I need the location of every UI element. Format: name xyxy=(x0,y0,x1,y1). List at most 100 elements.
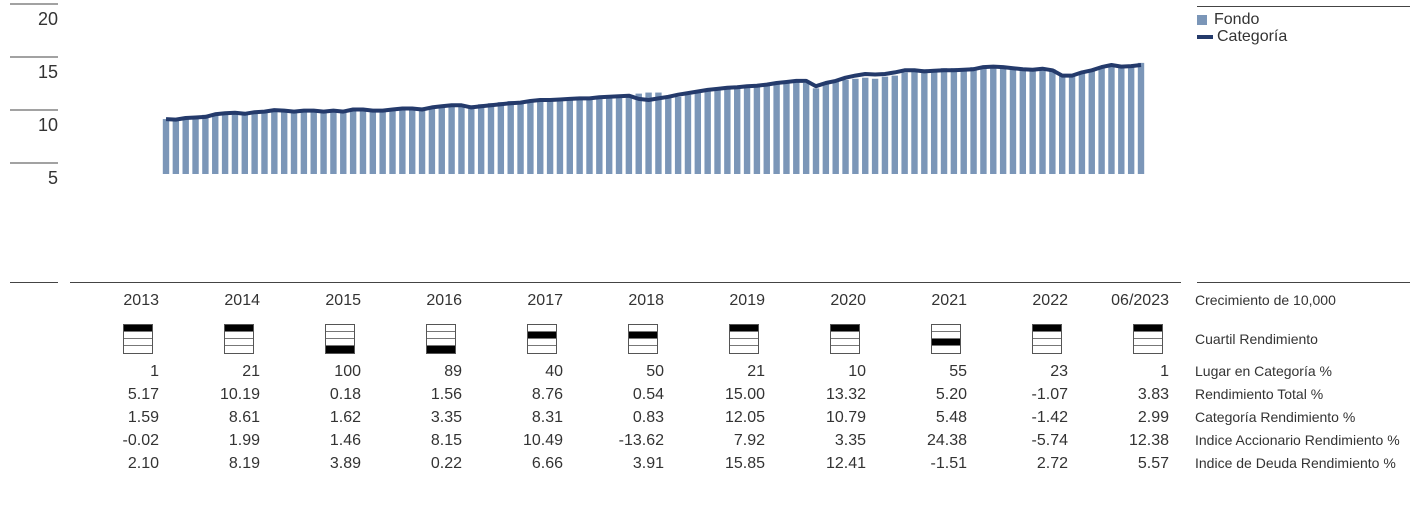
fund-bar xyxy=(694,92,702,174)
quartile-segment xyxy=(629,339,657,346)
table-cell: 15.85 xyxy=(724,455,765,472)
fund-bar xyxy=(1118,66,1125,174)
y-tick-label: 10 xyxy=(38,115,58,135)
legend-label-category: Categoría xyxy=(1217,27,1288,45)
fund-bar xyxy=(212,113,219,174)
quartile-segment xyxy=(730,325,758,332)
labels-divider xyxy=(1197,282,1410,283)
quartile-segment xyxy=(831,346,859,353)
table-cell: 10.49 xyxy=(522,432,563,449)
fund-bar xyxy=(477,104,485,174)
quartile-segment xyxy=(225,346,253,353)
fund-bar xyxy=(625,94,633,174)
fund-bar xyxy=(576,97,583,174)
fund-bar xyxy=(940,68,948,174)
fund-bar xyxy=(1009,68,1017,174)
category-swatch xyxy=(1197,34,1213,39)
table-cell: 3.35 xyxy=(834,432,866,449)
quartile-segment xyxy=(1033,332,1061,339)
quartile-icon xyxy=(325,324,355,354)
table-cell: 1.56 xyxy=(430,386,462,403)
quartile-segment xyxy=(1033,346,1061,353)
fund-bar xyxy=(596,98,603,174)
year-header: 2020 xyxy=(777,282,878,318)
quartile-segment xyxy=(730,346,758,353)
year-header: 2021 xyxy=(878,282,979,318)
quartile-icon xyxy=(426,324,456,354)
quartile-segment xyxy=(124,332,152,339)
growth-chart: 20 15 10 5 xyxy=(10,3,1145,188)
year-header: 2022 xyxy=(979,282,1080,318)
fund-bar xyxy=(1078,72,1086,174)
corner-divider xyxy=(10,282,58,283)
table-cell: 5.48 xyxy=(935,409,967,426)
fund-bar xyxy=(665,95,672,174)
quartile-segment xyxy=(528,346,556,353)
fund-bar xyxy=(891,75,898,174)
table-cell: 3.83 xyxy=(1137,386,1169,403)
table-cell: 8.76 xyxy=(531,386,563,403)
table-cell: 1.59 xyxy=(127,409,159,426)
fund-bar xyxy=(802,83,810,174)
fund-bar xyxy=(645,92,652,174)
quartile-segment xyxy=(1134,325,1162,332)
table-cell: -5.74 xyxy=(1031,432,1068,449)
fund-bar xyxy=(1127,66,1135,174)
table-cell: 2.99 xyxy=(1137,409,1169,426)
fund-bar xyxy=(871,78,879,174)
table-cell: 8.31 xyxy=(531,409,563,426)
table-cell: -1.07 xyxy=(1031,386,1068,403)
table-cell: 100 xyxy=(334,363,361,380)
category-line xyxy=(165,63,1142,122)
fund-bar xyxy=(704,90,711,174)
fund-bar xyxy=(290,110,298,174)
fund-bar xyxy=(970,67,977,174)
fund-bars xyxy=(162,62,1145,174)
table-cell: 12.05 xyxy=(724,409,765,426)
quartile-cell xyxy=(777,318,878,360)
table-cell: 13.32 xyxy=(825,386,866,403)
fund-bar xyxy=(714,89,721,174)
fund-bar xyxy=(881,76,889,174)
fund-bar xyxy=(734,87,741,174)
fund-bar xyxy=(1059,75,1066,174)
fund-bar xyxy=(182,118,189,174)
fund-bar xyxy=(517,101,524,174)
fund-bar xyxy=(556,98,564,174)
legend-item-fund: Fondo xyxy=(1197,11,1410,28)
quartile-icon xyxy=(1133,324,1163,354)
quartile-segment xyxy=(124,339,152,346)
quartile-segment xyxy=(932,346,960,353)
quartile-segment xyxy=(427,332,455,339)
table-cell: 5.17 xyxy=(127,386,159,403)
fund-bar xyxy=(1019,69,1027,174)
table-row: -0.02 1.99 1.46 8.15 10.49 -13.62 7.92 3.35 24.3… xyxy=(70,429,1400,452)
quartile-segment xyxy=(1033,339,1061,346)
fund-bar xyxy=(221,113,229,174)
fund-bar xyxy=(832,80,839,174)
fund-bar xyxy=(537,99,544,174)
quartile-cell xyxy=(272,318,373,360)
fund-bar xyxy=(960,68,967,174)
table-cell: 24.38 xyxy=(926,432,967,449)
quartile-cell xyxy=(373,318,474,360)
table-cell: 1.62 xyxy=(329,409,361,426)
table-cell: 1.46 xyxy=(329,432,361,449)
fund-bar xyxy=(458,106,465,174)
fund-bar xyxy=(763,85,770,174)
quartile-row: Cuartil Rendimiento xyxy=(70,318,1400,360)
table-cell: -0.02 xyxy=(122,432,159,449)
fund-bar xyxy=(901,72,908,174)
table-cell: 0.18 xyxy=(329,386,361,403)
table-cell: 1 xyxy=(150,363,159,380)
fund-bar xyxy=(1108,66,1115,174)
table-cell: 2.72 xyxy=(1036,455,1068,472)
quartile-segment xyxy=(629,325,657,332)
fund-bar xyxy=(783,83,790,174)
fund-bar xyxy=(980,66,987,174)
quartile-segment xyxy=(1134,332,1162,339)
y-tick-label: 20 xyxy=(38,9,58,29)
table-cell: 21 xyxy=(747,363,765,380)
row-label: Rendimiento Total % xyxy=(1195,386,1324,402)
fund-bar xyxy=(399,108,406,174)
